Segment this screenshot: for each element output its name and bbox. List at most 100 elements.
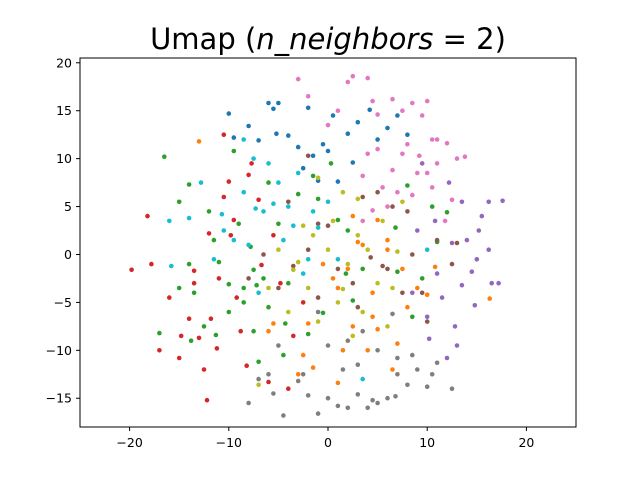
data-point-7-3 <box>281 413 286 418</box>
data-point-0-20 <box>286 133 291 138</box>
data-point-7-10 <box>355 392 361 397</box>
data-point-7-35 <box>315 309 321 315</box>
data-point-2-20 <box>320 310 326 316</box>
data-point-0-3 <box>256 138 261 143</box>
data-point-1-20 <box>395 341 400 346</box>
data-point-1-0 <box>196 139 202 144</box>
data-point-1-1 <box>335 285 341 291</box>
data-point-7-32 <box>325 343 331 348</box>
y-tick-label: −10 <box>46 343 72 358</box>
data-point-7-26 <box>271 391 276 396</box>
data-point-5-25 <box>315 295 321 300</box>
data-point-1-19 <box>390 367 395 372</box>
data-point-7-1 <box>266 372 271 377</box>
data-point-5-21 <box>246 276 251 281</box>
data-point-6-13 <box>434 137 440 142</box>
data-point-9-26 <box>169 263 174 269</box>
data-point-3-9 <box>201 367 207 372</box>
y-tick-label: 10 <box>56 151 72 166</box>
data-point-5-0 <box>305 153 311 159</box>
data-point-7-16 <box>395 372 400 377</box>
data-point-2-11 <box>254 282 259 288</box>
data-point-2-17 <box>295 191 301 197</box>
data-point-9-23 <box>360 376 366 382</box>
data-point-1-13 <box>340 348 346 353</box>
data-point-7-21 <box>355 362 361 368</box>
data-point-3-28 <box>204 397 210 403</box>
data-point-2-30 <box>429 204 435 209</box>
data-point-9-14 <box>281 237 286 243</box>
data-point-8-19 <box>380 218 385 224</box>
data-point-0-18 <box>395 113 400 118</box>
y-tick-label: 20 <box>56 55 72 70</box>
data-point-6-10 <box>419 113 425 118</box>
data-point-0-5 <box>271 106 276 112</box>
data-point-6-12 <box>429 137 435 142</box>
data-point-3-5 <box>176 355 182 361</box>
data-point-9-20 <box>315 225 321 230</box>
data-point-9-22 <box>335 257 341 262</box>
data-point-1-21 <box>271 321 276 326</box>
data-point-2-38 <box>188 338 194 344</box>
data-point-1-31 <box>266 328 271 334</box>
data-point-3-11 <box>208 316 214 322</box>
data-point-8-18 <box>375 280 380 286</box>
data-point-4-14 <box>410 290 415 296</box>
data-point-7-9 <box>345 405 351 411</box>
data-point-1-14 <box>300 352 306 358</box>
data-point-8-5 <box>300 223 306 228</box>
data-point-1-5 <box>385 237 390 243</box>
data-point-7-24 <box>395 355 400 361</box>
data-point-8-23 <box>256 382 261 388</box>
data-point-3-4 <box>167 295 172 300</box>
data-point-2-14 <box>276 221 281 227</box>
data-point-6-31 <box>395 189 400 195</box>
data-point-9-0 <box>167 218 172 224</box>
data-point-0-2 <box>246 123 251 129</box>
data-point-2-21 <box>328 161 334 166</box>
data-point-3-16 <box>234 295 239 300</box>
data-point-4-15 <box>446 180 452 185</box>
data-point-2-39 <box>176 285 182 291</box>
data-point-9-13 <box>276 180 281 185</box>
data-point-2-45 <box>286 280 291 286</box>
data-point-7-31 <box>340 367 346 372</box>
data-point-7-8 <box>335 403 341 409</box>
data-point-5-14 <box>449 261 455 267</box>
data-point-9-15 <box>286 204 291 209</box>
data-point-6-4 <box>365 75 371 81</box>
data-point-2-40 <box>186 261 192 267</box>
data-point-0-6 <box>276 100 281 106</box>
data-point-6-7 <box>390 96 395 102</box>
chart-title: Umap (n_neighbors = 2) <box>150 22 506 56</box>
data-point-5-23 <box>405 209 410 214</box>
y-tick-label: 0 <box>64 247 72 262</box>
data-point-7-14 <box>385 395 390 401</box>
data-point-8-25 <box>355 196 361 202</box>
data-point-6-11 <box>424 98 430 104</box>
plot-area-frame <box>79 57 577 428</box>
data-point-3-32 <box>221 132 227 137</box>
data-point-9-11 <box>266 161 271 166</box>
data-point-7-20 <box>434 360 440 366</box>
data-point-9-28 <box>219 211 225 217</box>
data-point-1-17 <box>335 380 341 386</box>
data-point-4-16 <box>459 199 465 205</box>
data-point-6-24 <box>360 173 366 179</box>
data-point-4-13 <box>415 228 420 233</box>
data-point-6-32 <box>462 154 468 159</box>
data-point-6-26 <box>385 204 390 209</box>
data-point-7-4 <box>295 378 301 384</box>
data-point-2-5 <box>206 209 212 214</box>
data-point-2-42 <box>226 281 232 287</box>
data-point-6-22 <box>375 146 380 152</box>
data-point-4-10 <box>434 271 440 276</box>
data-point-4-17 <box>469 269 475 275</box>
data-point-6-8 <box>400 108 405 113</box>
data-point-4-8 <box>454 343 460 348</box>
data-point-2-22 <box>335 217 341 223</box>
data-point-9-1 <box>186 215 192 221</box>
data-point-7-0 <box>256 376 261 382</box>
data-point-5-1 <box>315 221 321 227</box>
